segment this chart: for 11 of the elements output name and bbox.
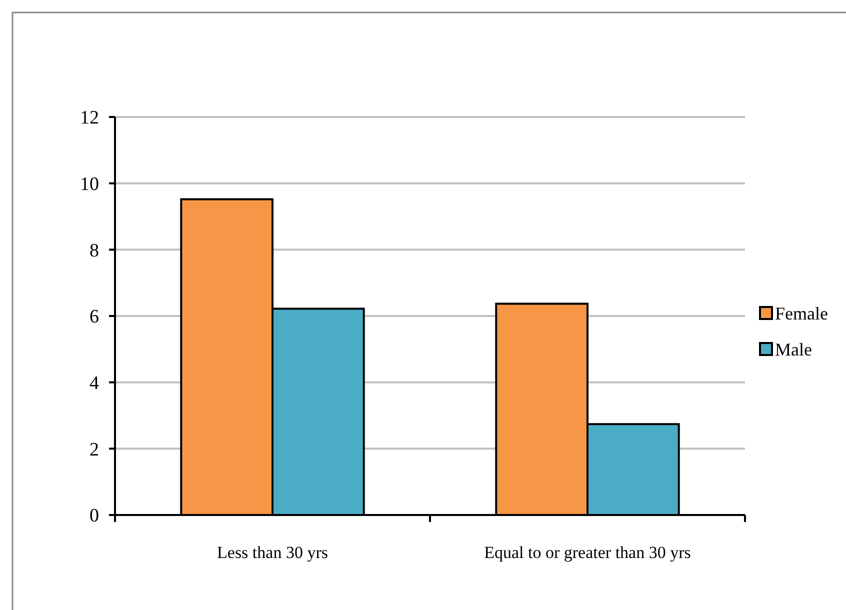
y-tick-label: 4 [90, 372, 100, 394]
legend-label: Male [775, 339, 812, 360]
x-tick-label: Equal to or greater than 30 yrs [484, 543, 691, 562]
y-tick-label: 6 [90, 306, 99, 328]
y-tick-label: 12 [80, 108, 99, 129]
y-tick-label: 2 [90, 439, 99, 460]
y-tick-label: 0 [90, 506, 99, 527]
x-tick-label: Less than 30 yrs [217, 543, 328, 562]
y-tick-label: 8 [90, 240, 99, 262]
y-tick-label: 10 [80, 174, 99, 195]
legend-label: Female [775, 303, 828, 324]
